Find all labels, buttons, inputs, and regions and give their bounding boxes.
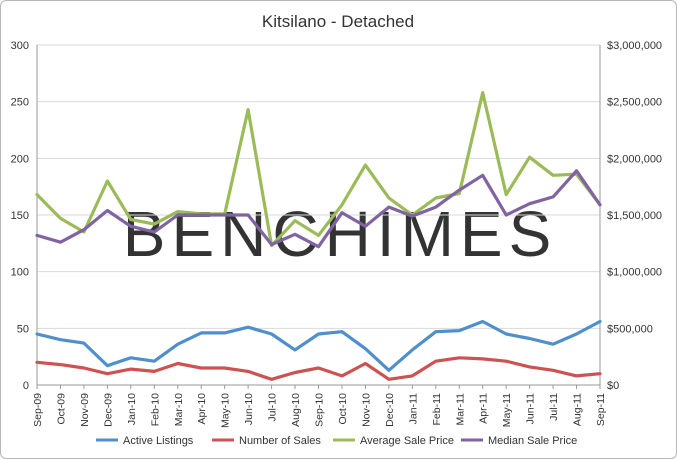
- x-tick-label: Jan-10: [126, 393, 138, 425]
- series-line-number-of-sales: [35, 356, 602, 381]
- x-tick-label: Sep-09: [32, 393, 44, 427]
- right-tick-label: $2,500,000: [607, 97, 662, 109]
- right-tick-label: $1,000,000: [607, 267, 662, 279]
- x-tick-label: Jun-10: [243, 393, 255, 425]
- left-tick-label: 150: [11, 210, 29, 222]
- x-tick-label: Oct-10: [337, 393, 349, 425]
- legend-label-median-sale-price: Median Sale Price: [488, 435, 577, 447]
- chart-title: Kitsilano - Detached: [262, 12, 414, 31]
- right-tick-label: $2,000,000: [607, 153, 662, 165]
- legend-label-average-sale-price: Average Sale Price: [360, 435, 454, 447]
- x-tick-label: Aug-11: [572, 393, 584, 426]
- x-tick-label: Aug-10: [290, 393, 302, 427]
- x-tick-label: Dec-09: [102, 393, 114, 427]
- x-tick-label: Mar-11: [454, 393, 466, 426]
- x-tick-label: Jul-10: [267, 393, 279, 422]
- x-tick-label: Jul-11: [548, 393, 560, 421]
- x-tick-label: Dec-10: [384, 393, 396, 427]
- right-tick-label: $0: [607, 380, 619, 392]
- left-tick-label: 100: [11, 267, 29, 279]
- right-tick-label: $500,000: [607, 323, 653, 335]
- series-line-active-listings: [35, 319, 602, 372]
- x-tick-label: Mar-10: [173, 393, 185, 426]
- right-tick-label: $3,000,000: [607, 40, 662, 52]
- x-tick-label: Feb-11: [431, 393, 443, 426]
- right-tick-label: $1,500,000: [607, 210, 662, 222]
- series-line-average-sale-price: [35, 90, 602, 248]
- series-line-median-sale-price: [35, 169, 602, 249]
- x-tick-label: Nov-10: [360, 393, 372, 427]
- left-tick-label: 200: [11, 153, 29, 165]
- left-tick-label: 250: [11, 97, 29, 109]
- x-tick-label: Sep-10: [314, 393, 326, 427]
- x-tick-label: May-10: [220, 393, 232, 428]
- x-tick-label: Oct-09: [55, 393, 67, 425]
- left-tick-label: 300: [11, 40, 29, 52]
- x-tick-label: Apr-11: [478, 393, 490, 424]
- x-tick-label: Nov-09: [79, 393, 91, 427]
- x-tick-label: Sep-11: [595, 393, 607, 426]
- x-tick-label: Jan-11: [407, 393, 419, 424]
- legend-label-number-of-sales: Number of Sales: [239, 435, 321, 447]
- x-tick-label: May-11: [501, 393, 513, 427]
- left-tick-label: 50: [17, 323, 29, 335]
- x-tick-label: Jun-11: [525, 393, 537, 424]
- legend-label-active-listings: Active Listings: [123, 435, 194, 447]
- x-tick-label: Apr-10: [196, 393, 208, 425]
- left-tick-label: 0: [23, 380, 29, 392]
- x-tick-label: Feb-10: [149, 393, 161, 426]
